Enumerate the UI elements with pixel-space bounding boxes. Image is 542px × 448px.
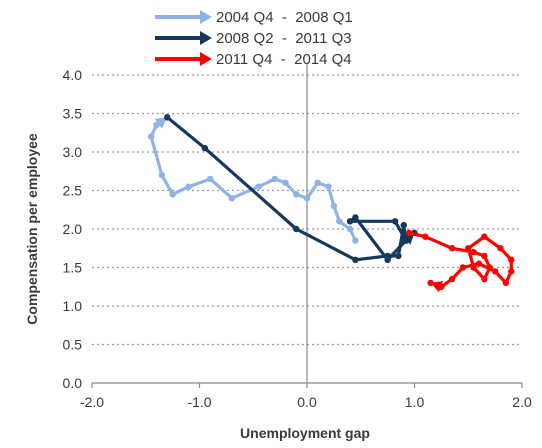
data-point: [158, 171, 166, 179]
legend: 2004 Q4 - 2008 Q1 2008 Q2 - 2011 Q3 2011 Q…: [155, 9, 353, 68]
arrowhead-marker: [154, 117, 168, 129]
data-point: [352, 256, 359, 263]
data-point: [185, 183, 192, 190]
data-point: [502, 279, 510, 287]
data-point: [470, 264, 477, 271]
x-tick-label: -2.0: [80, 394, 104, 410]
data-point: [422, 233, 429, 240]
data-point: [228, 195, 235, 202]
data-point: [293, 225, 300, 233]
data-point: [282, 179, 289, 186]
data-point: [303, 195, 311, 202]
data-point: [271, 175, 278, 183]
data-point: [164, 114, 171, 121]
data-point: [352, 214, 359, 221]
legend-arrow-icon: [200, 10, 212, 24]
legend-label: 2004 Q4 - 2008 Q1: [216, 9, 353, 26]
y-tick-label: 4.0: [63, 67, 83, 83]
data-point: [147, 133, 155, 140]
x-tick-label: 0.0: [297, 394, 317, 410]
x-tick-label: -1.0: [187, 394, 211, 410]
data-point: [207, 175, 214, 183]
y-tick-label: 2.5: [63, 183, 83, 199]
arrowhead-marker: [430, 281, 443, 293]
data-point: [448, 275, 456, 283]
y-tick-label: 1.0: [63, 298, 83, 314]
y-tick-label: 0.0: [63, 375, 83, 391]
x-axis-title: Unemployment gap: [240, 425, 370, 441]
legend-arrow-icon: [200, 31, 212, 45]
data-point: [497, 245, 504, 252]
data-point: [405, 229, 413, 237]
data-point: [481, 275, 488, 283]
y-tick-label: 2.0: [63, 221, 83, 237]
data-point: [255, 183, 262, 190]
legend-entry: 2011 Q4 - 2014 Q4: [155, 51, 352, 68]
data-point: [448, 245, 456, 252]
legend-label: 2008 Q2 - 2011 Q3: [216, 30, 352, 47]
data-point: [169, 191, 176, 198]
data-point: [201, 144, 209, 152]
series-line: [165, 115, 417, 262]
data-point: [325, 183, 332, 190]
y-tick-label: 3.0: [63, 144, 83, 160]
legend-entry: 2004 Q4 - 2008 Q1: [155, 9, 353, 26]
y-tick-label: 1.5: [63, 260, 83, 276]
axes: 0.0 0.5 1.0 1.5 2.0 2.5 3.0 3.5 4.0 -2.0 -1.0 0.0 1.…: [63, 63, 532, 410]
data-point: [330, 202, 338, 210]
series-line: [149, 115, 357, 243]
data-point: [481, 252, 488, 260]
data-point: [336, 218, 343, 225]
data-point: [314, 179, 321, 186]
series-2: [164, 114, 418, 263]
y-tick-label: 0.5: [63, 337, 83, 353]
data-point: [391, 218, 399, 225]
data-point: [395, 252, 402, 260]
data-point: [459, 264, 467, 271]
x-tick-label: 1.0: [405, 394, 425, 410]
data-point: [475, 260, 483, 267]
arrowhead-marker: [402, 232, 415, 245]
legend-entry: 2008 Q2 - 2011 Q3: [155, 30, 352, 47]
legend-label: 2011 Q4 - 2014 Q4: [216, 51, 352, 68]
data-point: [352, 237, 359, 244]
series-line: [407, 231, 513, 289]
data-point: [293, 191, 300, 198]
y-tick-label: 3.5: [63, 106, 83, 122]
data-point: [508, 256, 515, 263]
data-point: [508, 268, 515, 275]
y-axis-title: Compensation per employee: [24, 133, 40, 325]
data-point: [400, 221, 407, 229]
series-1: [147, 114, 359, 244]
series-lines: [147, 114, 515, 293]
data-point: [346, 218, 354, 225]
legend-arrow-icon: [200, 52, 212, 66]
data-point: [470, 248, 477, 256]
data-point: [465, 245, 472, 252]
data-point: [491, 268, 499, 275]
data-point: [384, 256, 391, 263]
data-point: [346, 225, 354, 233]
data-point: [481, 233, 488, 240]
data-point: [486, 264, 493, 271]
series-3: [405, 229, 515, 293]
x-tick-label: 2.0: [512, 394, 532, 410]
